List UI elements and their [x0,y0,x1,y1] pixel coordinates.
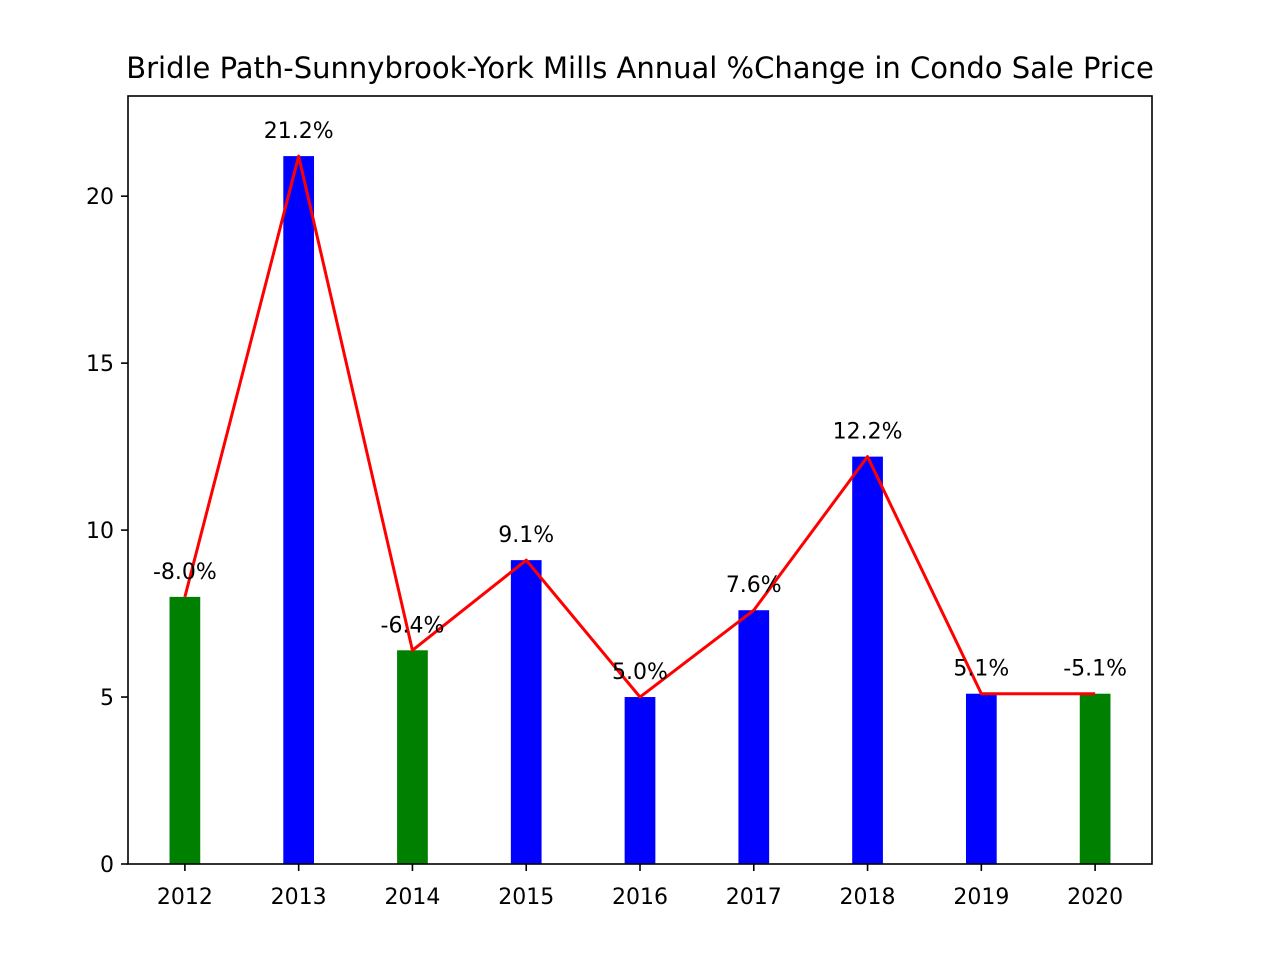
line-layer [183,154,1096,699]
bar-2016 [624,697,656,864]
bar-2014 [397,650,428,864]
x-tick-label-2013: 2013 [271,885,327,910]
y-tick-label-15: 15 [86,352,114,377]
axes-layer: 0 5 10 15 20 2012 2013 2014 2015 2016 2017 2018 2019… [86,95,1153,910]
data-label-2018: 12.2% [833,420,903,445]
bar-2018 [852,456,883,864]
x-tick-label-2016: 2016 [612,885,668,910]
data-label-2014: -6.4% [381,613,445,638]
x-tick-label-2019: 2019 [953,885,1009,910]
bars-layer [169,156,1111,864]
data-label-2015: 9.1% [498,523,554,548]
data-label-2020: -5.1% [1063,657,1127,682]
bar-2015 [510,560,542,864]
y-tick-label-5: 5 [100,686,114,711]
data-label-2012: -8.0% [153,560,217,585]
data-label-2016: 5.0% [612,660,668,685]
bar-2012 [169,596,201,864]
bar-2017 [738,610,770,864]
bar-2013 [283,156,315,864]
x-tick-label-2020: 2020 [1067,885,1123,910]
y-tick-label-20: 20 [86,185,114,210]
trend-line [183,154,1096,699]
data-labels-layer: -8.0% 21.2% -6.4% 9.1% 5.0% 7.6% 12.2% 5.1% -5.1… [153,119,1127,685]
x-tick-label-2018: 2018 [840,885,896,910]
data-label-2019: 5.1% [953,657,1009,682]
x-tick-label-2012: 2012 [157,885,213,910]
y-tick-label-10: 10 [86,519,114,544]
x-tick-label-2015: 2015 [498,885,554,910]
bar-2020 [1079,693,1111,864]
x-tick-label-2014: 2014 [384,885,440,910]
data-label-2013: 21.2% [264,119,334,144]
bar-2019 [965,693,997,864]
y-tick-label-0: 0 [100,853,114,878]
data-label-2017: 7.6% [726,573,782,598]
chart-title: Bridle Path-Sunnybrook-York Mills Annual… [126,51,1154,85]
x-tick-label-2017: 2017 [726,885,782,910]
